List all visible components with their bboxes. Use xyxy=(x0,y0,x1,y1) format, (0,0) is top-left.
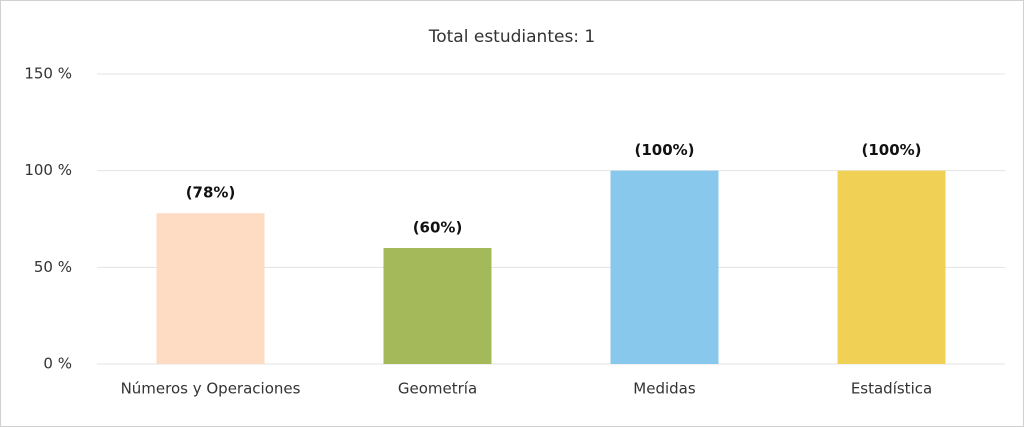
bar xyxy=(610,170,719,364)
value-label: (100%) xyxy=(634,141,694,159)
value-label: (78%) xyxy=(186,184,236,202)
x-tick-label: Geometría xyxy=(398,380,477,398)
x-tick-label: Números y Operaciones xyxy=(121,380,301,398)
x-tick-label: Estadística xyxy=(851,380,932,398)
value-label: (60%) xyxy=(413,219,463,237)
value-label: (100%) xyxy=(861,141,921,159)
bar xyxy=(156,213,265,364)
y-tick-label: 150 % xyxy=(24,65,72,83)
y-tick-label: 100 % xyxy=(24,161,72,179)
chart-title: Total estudiantes: 1 xyxy=(428,27,596,47)
bar xyxy=(837,170,946,364)
y-tick-label: 0 % xyxy=(43,355,72,373)
bar xyxy=(383,248,492,364)
y-tick-label: 50 % xyxy=(34,258,72,276)
x-tick-label: Medidas xyxy=(633,380,696,398)
